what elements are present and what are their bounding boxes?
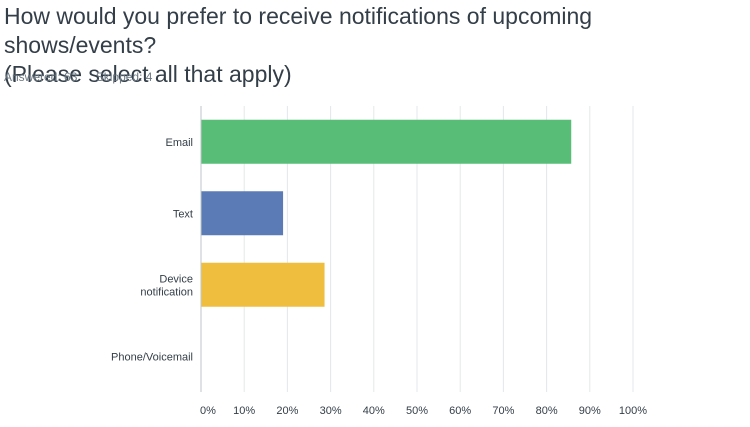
category-label: Text [173, 208, 193, 220]
question-title: How would you prefer to receive notifica… [4, 2, 748, 89]
category-label: Device [159, 273, 193, 285]
bar[interactable] [201, 262, 325, 307]
skipped-count: Skipped: 4 [95, 70, 153, 84]
x-tick-label: 40% [363, 405, 385, 417]
category-label: Phone/Voicemail [111, 351, 193, 363]
x-tick-label: 50% [406, 405, 428, 417]
bar[interactable] [201, 119, 572, 164]
x-tick-label: 100% [619, 405, 647, 417]
bars [201, 119, 572, 307]
x-tick-label: 20% [276, 405, 298, 417]
x-tick-label: 0% [200, 405, 216, 417]
response-stats: Answered: 63 Skipped: 4 [4, 70, 167, 84]
x-tick-label: 60% [449, 405, 471, 417]
x-tick-label: 90% [579, 405, 601, 417]
category-label: notification [140, 286, 193, 298]
x-tick-label: 80% [536, 405, 558, 417]
x-tick-label: 30% [320, 405, 342, 417]
category-label: Email [165, 137, 193, 149]
x-tick-label: 10% [233, 405, 255, 417]
answered-count: Answered: 63 [4, 70, 78, 84]
question-title-line2: (Please select all that apply) [4, 61, 292, 87]
question-title-line1: How would you prefer to receive notifica… [4, 3, 593, 58]
bar[interactable] [201, 191, 284, 236]
x-tick-label: 70% [492, 405, 514, 417]
x-axis-tick-labels: 0% 10% 20% 30% 40% 50% 60% 70% 80% 90% 100% [200, 405, 647, 417]
